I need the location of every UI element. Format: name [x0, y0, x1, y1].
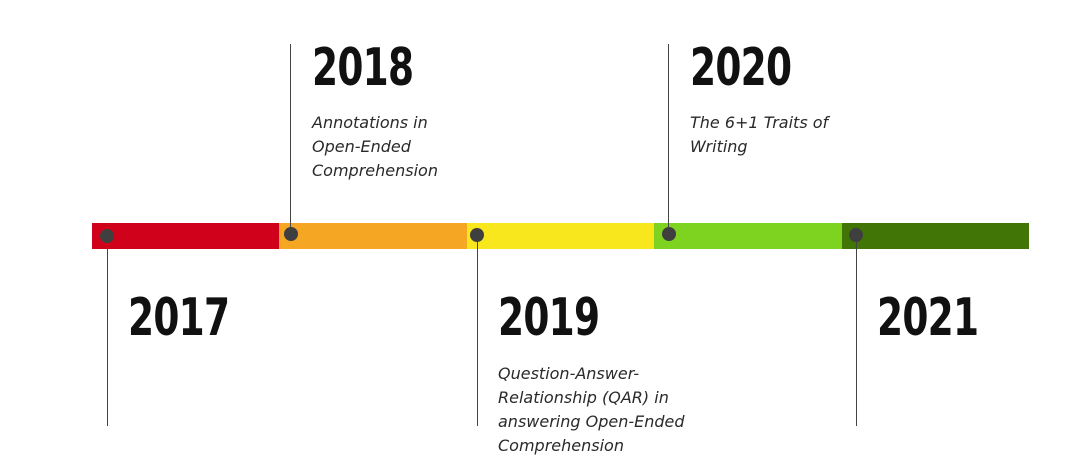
connector-line-2019: [477, 236, 478, 426]
timeline-dot-2018: [284, 227, 298, 241]
timeline-segment-2020: [654, 223, 842, 249]
year-label-2018: 2018: [312, 38, 414, 98]
timeline-bar: [92, 223, 1030, 249]
timeline-segment-2019: [466, 223, 655, 249]
event-description-2020: The 6+1 Traits of Writing: [690, 113, 829, 156]
year-label-2021: 2021: [877, 288, 979, 348]
year-label-2017: 2017: [128, 288, 230, 348]
event-description-2019: Question-Answer-Relationship (QAR) in an…: [498, 364, 685, 455]
timeline-dot-2020: [662, 227, 676, 241]
connector-line-2017: [107, 236, 108, 426]
timeline-dot-2017: [100, 229, 114, 243]
year-label-2019: 2019: [498, 288, 600, 348]
connector-line-2018: [290, 44, 291, 234]
timeline-dot-2019: [470, 228, 484, 242]
timeline-dot-2021: [849, 228, 863, 242]
timeline-segment-2018: [279, 223, 467, 249]
connector-line-2020: [668, 44, 669, 234]
timeline-segment-2017: [92, 223, 280, 249]
timeline-segment-2021: [841, 223, 1030, 249]
connector-line-2021: [856, 236, 857, 426]
event-description-2018: Annotations in Open-Ended Comprehension: [312, 113, 438, 180]
year-label-2020: 2020: [690, 38, 792, 98]
